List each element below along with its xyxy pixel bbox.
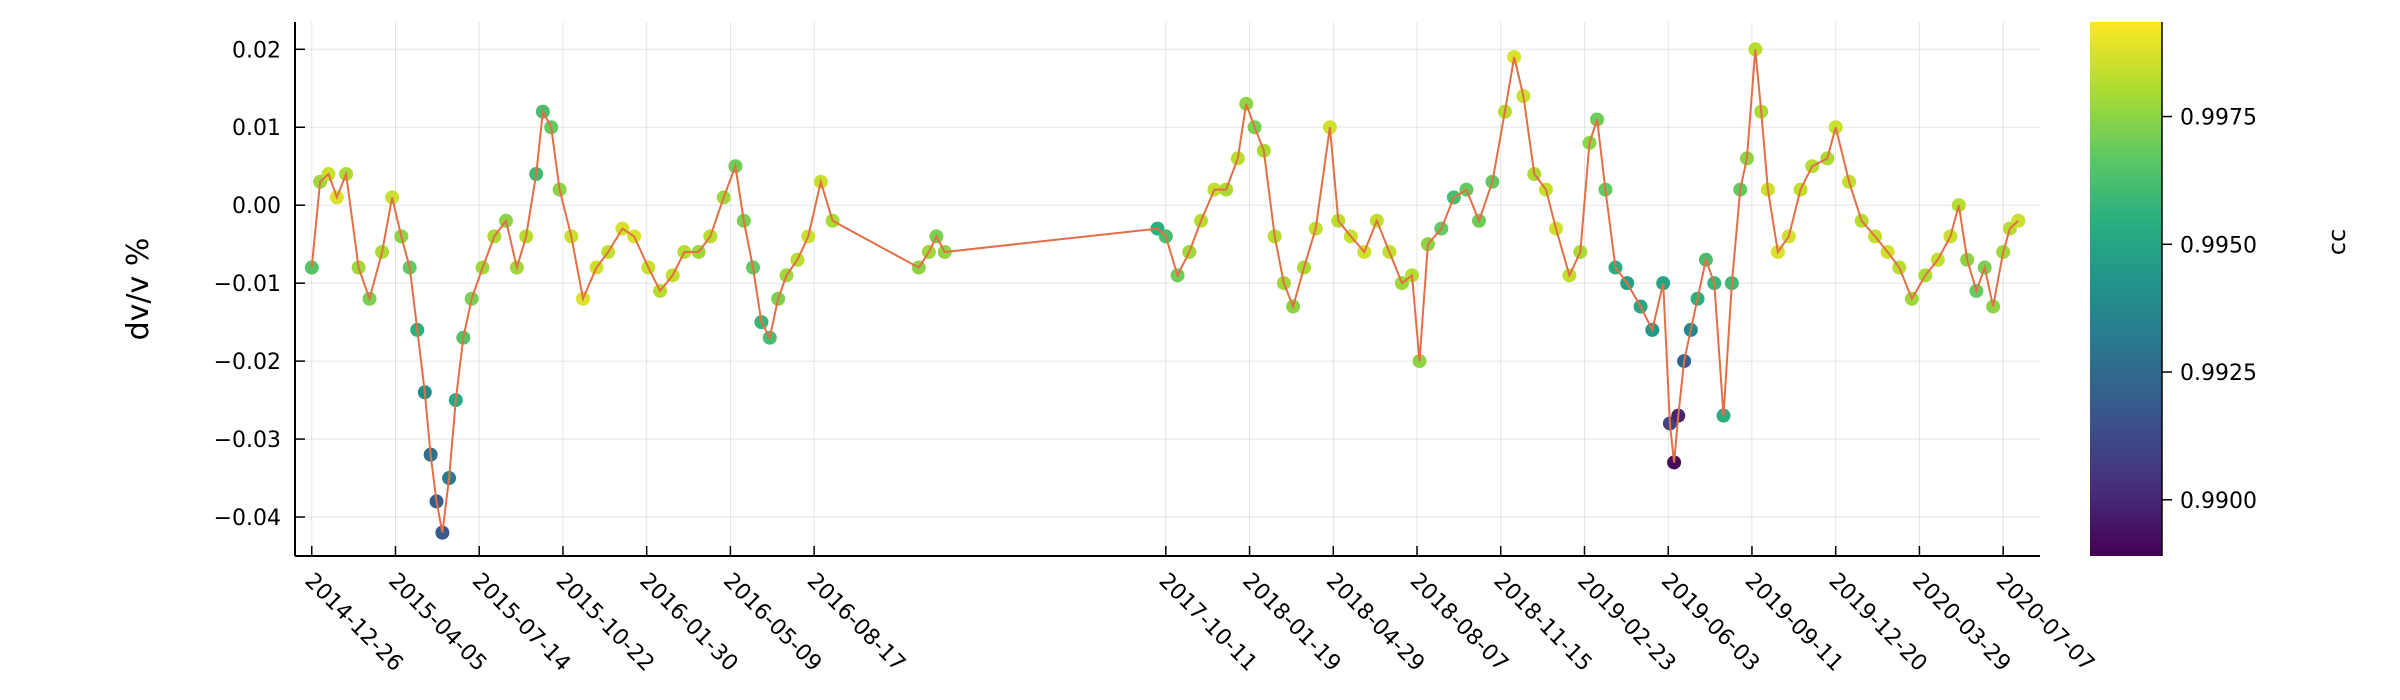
x-axis-ticks: 2014-12-262015-04-052015-07-142015-10-22… — [300, 546, 2099, 677]
y-tick-label: −0.03 — [214, 428, 281, 453]
y-tick-label: −0.02 — [214, 350, 281, 375]
colorbar-ticks: 0.9900 0.9925 0.9950 0.9975 — [2161, 22, 2257, 556]
y-tick-label: 0.02 — [232, 38, 281, 63]
y-tick-label: 0.00 — [232, 194, 281, 219]
series-line — [310, 49, 2019, 533]
y-axis-label: dv/v % — [121, 238, 156, 341]
colorbar-tick-label: 0.9925 — [2180, 361, 2257, 386]
colorbar-tick-label: 0.9975 — [2180, 106, 2257, 131]
colorbar: 0.9900 0.9925 0.9950 0.9975 cc — [2090, 22, 2351, 556]
colorbar-tick-label: 0.9900 — [2180, 489, 2257, 514]
axes — [294, 22, 2040, 557]
y-axis-ticks: −0.04 −0.03 −0.02 −0.01 0.00 0.01 0.02 — [214, 38, 305, 531]
y-tick-label: 0.01 — [232, 116, 281, 141]
colorbar-gradient — [2090, 22, 2162, 556]
colorbar-label: cc — [2323, 229, 2351, 255]
y-tick-label: −0.01 — [214, 272, 281, 297]
grid-lines — [295, 22, 2040, 556]
series-line-group — [310, 49, 2019, 533]
y-tick-label: −0.04 — [214, 506, 281, 531]
colorbar-tick-label: 0.9950 — [2180, 233, 2257, 258]
